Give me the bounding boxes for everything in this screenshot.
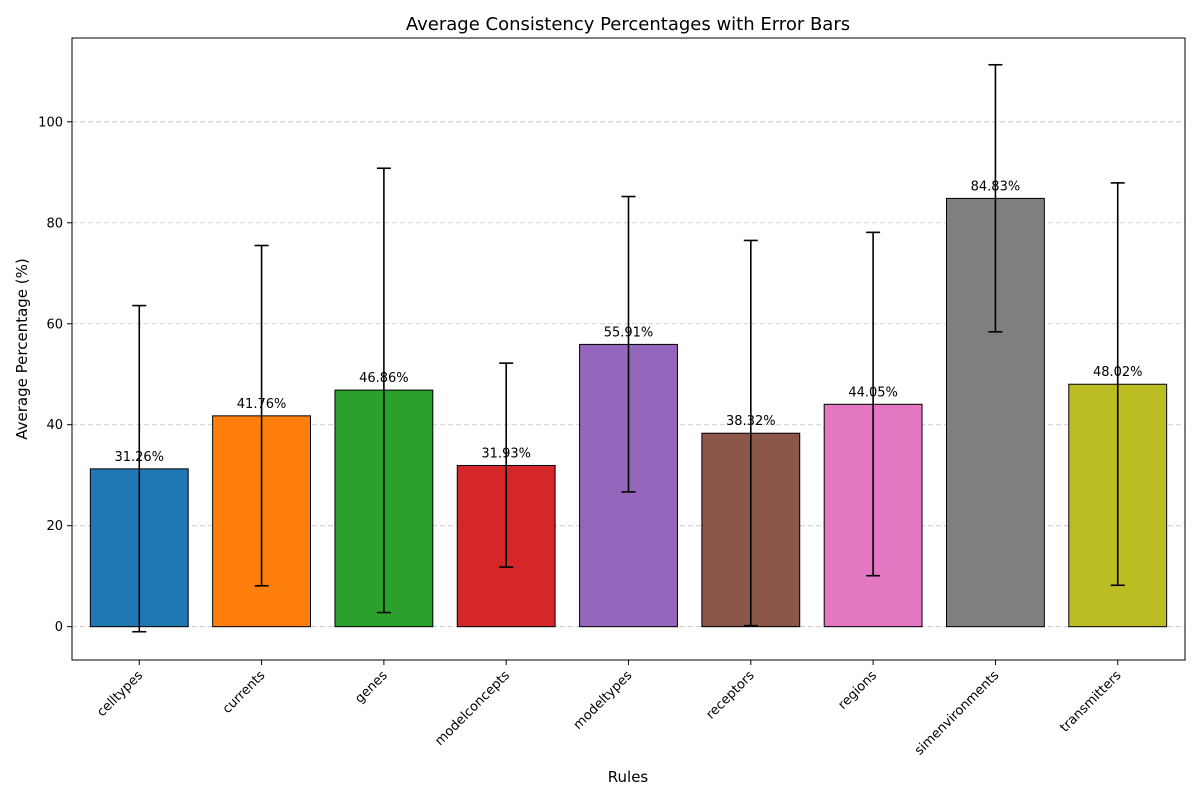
- data-label-genes: 46.86%: [359, 371, 409, 386]
- y-axis-ticks: 0 20 40 60 80 100: [38, 115, 72, 635]
- error-bars: [132, 63, 1125, 633]
- error-bar-currents: [254, 244, 269, 587]
- y-tick-label: 0: [55, 620, 63, 635]
- x-tick-label-currents: currents: [220, 668, 269, 717]
- x-axis-label: Rules: [608, 768, 649, 786]
- x-tick-label-celltypes: celltypes: [94, 668, 146, 720]
- error-bar-regions: [866, 231, 881, 577]
- x-axis-ticks: celltypes currents genes modelconcepts model…: [94, 660, 1125, 758]
- data-label-regions: 44.05%: [848, 385, 898, 400]
- error-bar-genes: [376, 167, 391, 614]
- data-label-modelconcepts: 31.93%: [481, 446, 531, 461]
- x-tick-label-simenvironments: simenvironments: [912, 668, 1002, 758]
- y-tick-label: 40: [46, 418, 63, 433]
- x-tick-label-modelconcepts: modelconcepts: [432, 668, 513, 749]
- error-bar-transmitters: [1110, 182, 1125, 587]
- x-tick-label-receptors: receptors: [703, 668, 757, 722]
- error-bar-modeltypes: [621, 195, 636, 493]
- x-tick-label-regions: regions: [835, 668, 880, 713]
- data-label-celltypes: 31.26%: [114, 450, 164, 465]
- data-label-simenvironments: 84.83%: [971, 179, 1021, 194]
- data-label-transmitters: 48.02%: [1093, 365, 1143, 380]
- x-tick-label-genes: genes: [352, 668, 391, 707]
- data-label-receptors: 38.32%: [726, 414, 776, 429]
- data-label-currents: 41.76%: [237, 397, 287, 412]
- y-tick-label: 80: [46, 216, 63, 231]
- data-label-modeltypes: 55.91%: [604, 325, 654, 340]
- error-bar-simenvironments: [988, 63, 1003, 333]
- x-tick-label-modeltypes: modeltypes: [571, 668, 636, 733]
- error-bar-celltypes: [132, 304, 147, 633]
- data-labels: 31.26% 41.76% 46.86% 31.93% 55.91% 38.32% 44.0…: [114, 179, 1142, 464]
- chart-title: Average Consistency Percentages with Err…: [406, 14, 850, 35]
- error-bar-modelconcepts: [499, 362, 514, 568]
- x-tick-label-transmitters: transmitters: [1057, 668, 1124, 735]
- y-tick-label: 100: [38, 115, 63, 130]
- y-axis-label: Average Percentage (%): [13, 258, 31, 439]
- y-tick-label: 20: [46, 519, 63, 534]
- y-tick-label: 60: [46, 317, 63, 332]
- error-bar-receptors: [743, 239, 758, 627]
